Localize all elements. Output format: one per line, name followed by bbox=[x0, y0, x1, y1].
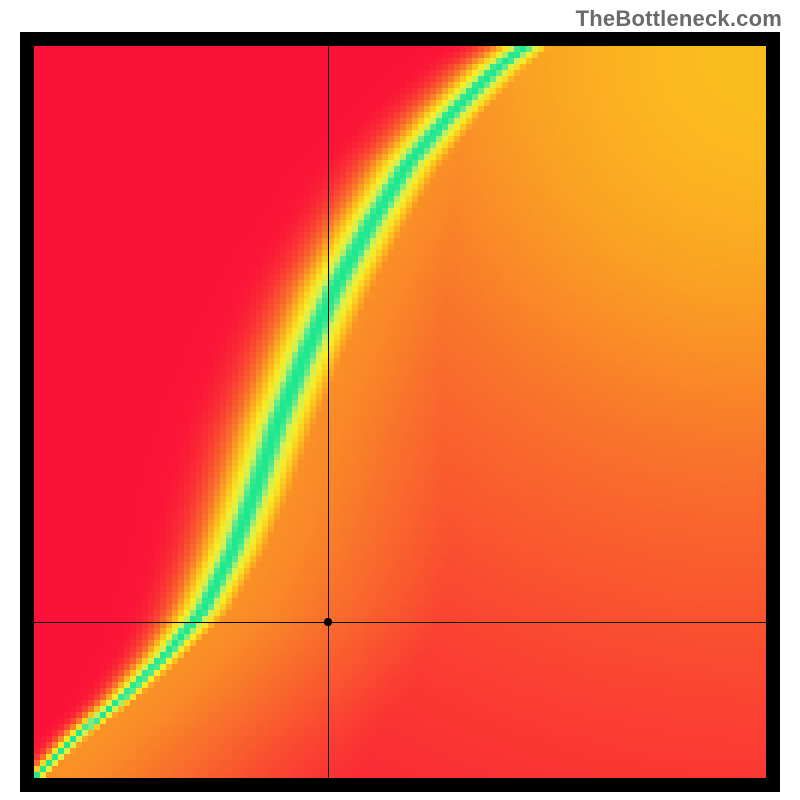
plot-area bbox=[20, 32, 780, 792]
watermark: TheBottleneck.com bbox=[576, 6, 782, 32]
crosshair-overlay bbox=[34, 46, 766, 778]
